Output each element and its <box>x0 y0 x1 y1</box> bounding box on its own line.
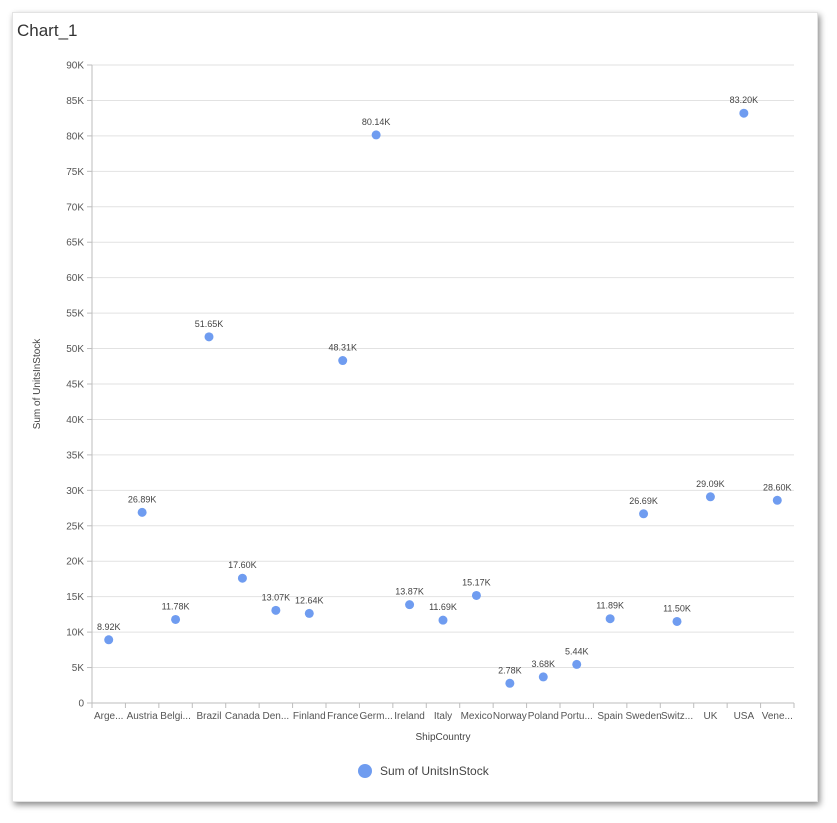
y-tick-label: 15K <box>66 592 84 603</box>
chart-title: Chart_1 <box>17 21 78 40</box>
y-tick-label: 25K <box>66 521 84 532</box>
data-label: 11.69K <box>429 602 457 612</box>
x-tick-label: Vene... <box>762 711 793 722</box>
y-tick-label: 90K <box>66 61 84 72</box>
chart-card: Chart_1 0 5K 10K 15K 20K 25K 30K 35K 40K 45K 50K 55… <box>12 12 818 802</box>
y-tick-label: 45K <box>66 380 84 391</box>
data-point <box>204 332 214 342</box>
data-point <box>705 492 715 502</box>
data-label: 12.64K <box>295 595 324 605</box>
y-tick-label: 0 <box>78 699 84 710</box>
x-tick-label: USA <box>734 711 755 722</box>
data-label: 28.60K <box>763 482 792 492</box>
data-point <box>338 356 348 366</box>
y-tick-label: 30K <box>66 486 84 497</box>
y-tick-label: 75K <box>66 167 84 178</box>
x-tick-label: Portu... <box>561 711 593 722</box>
x-tick-label: Austria <box>127 711 159 722</box>
data-point <box>405 600 415 610</box>
x-tick-label: Germ... <box>359 711 392 722</box>
data-label: 26.69K <box>629 496 658 506</box>
y-tick-label: 80K <box>66 131 84 142</box>
x-tick-label: Canada <box>225 711 260 722</box>
data-label: 51.65K <box>195 319 224 329</box>
legend-label: Sum of UnitsInStock <box>380 764 490 778</box>
data-point <box>772 495 782 505</box>
data-label: 11.89K <box>596 601 624 611</box>
x-tick-label: Switz... <box>661 711 693 722</box>
data-label: 11.50K <box>663 603 691 613</box>
data-point <box>271 605 281 615</box>
data-label: 11.78K <box>162 601 190 611</box>
data-label: 29.09K <box>696 479 725 489</box>
x-tick-label: Arge... <box>94 711 123 722</box>
data-point <box>538 672 548 682</box>
data-label: 48.31K <box>328 343 357 353</box>
x-tick-label: Norway <box>493 711 527 722</box>
data-point <box>505 678 515 688</box>
x-tick-label: Finland <box>293 711 326 722</box>
y-tick-label: 55K <box>66 309 84 320</box>
scatter-chart: 0 5K 10K 15K 20K 25K 30K 35K 40K 45K 50K 55K 60K 65K 7… <box>32 61 795 778</box>
y-axis-title: Sum of UnitsInStock <box>32 338 43 430</box>
y-tick-label: 65K <box>66 238 84 249</box>
data-point <box>237 573 247 583</box>
data-label: 13.87K <box>395 587 424 597</box>
data-point <box>304 608 314 618</box>
data-label: 13.07K <box>262 592 291 602</box>
x-tick-label: Spain <box>597 711 623 722</box>
data-label: 17.60K <box>228 560 257 570</box>
y-tick-label: 5K <box>72 663 85 674</box>
x-tick-label: Sweden <box>626 711 662 722</box>
data-point <box>104 635 114 645</box>
data-point <box>471 590 481 600</box>
data-point <box>438 615 448 625</box>
data-point <box>639 509 649 519</box>
y-tick-label: 40K <box>66 415 84 426</box>
data-label: 8.92K <box>97 622 121 632</box>
data-label: 80.14K <box>362 117 391 127</box>
data-label: 26.89K <box>128 494 157 504</box>
y-tick-label: 60K <box>66 273 84 284</box>
x-tick-label: UK <box>703 711 717 722</box>
data-point <box>137 507 147 517</box>
data-label: 83.20K <box>730 95 759 105</box>
y-tick-label: 10K <box>66 628 84 639</box>
y-tick-label: 50K <box>66 344 84 355</box>
x-axis-title: ShipCountry <box>415 732 470 743</box>
data-point <box>739 108 749 118</box>
y-tick-label: 85K <box>66 96 84 107</box>
y-tick-label: 70K <box>66 202 84 213</box>
data-label: 3.68K <box>532 659 556 669</box>
data-label: 2.78K <box>498 665 522 675</box>
data-point <box>371 130 381 140</box>
x-tick-label: Brazil <box>196 711 221 722</box>
data-point <box>672 616 682 626</box>
legend-marker <box>358 764 372 778</box>
x-tick-label: Ireland <box>394 711 425 722</box>
y-tick-label: 35K <box>66 450 84 461</box>
x-tick-label: Belgi... <box>160 711 191 722</box>
x-tick-label: Mexico <box>461 711 493 722</box>
x-tick-label: Italy <box>434 711 452 722</box>
y-tick-label: 20K <box>66 557 84 568</box>
data-label: 15.17K <box>462 577 491 587</box>
data-label: 5.44K <box>565 646 589 656</box>
x-tick-label: France <box>327 711 359 722</box>
data-point <box>572 659 582 669</box>
x-tick-label: Poland <box>528 711 559 722</box>
data-point <box>171 614 181 624</box>
x-tick-label: Den... <box>263 711 290 722</box>
data-point <box>605 614 615 624</box>
